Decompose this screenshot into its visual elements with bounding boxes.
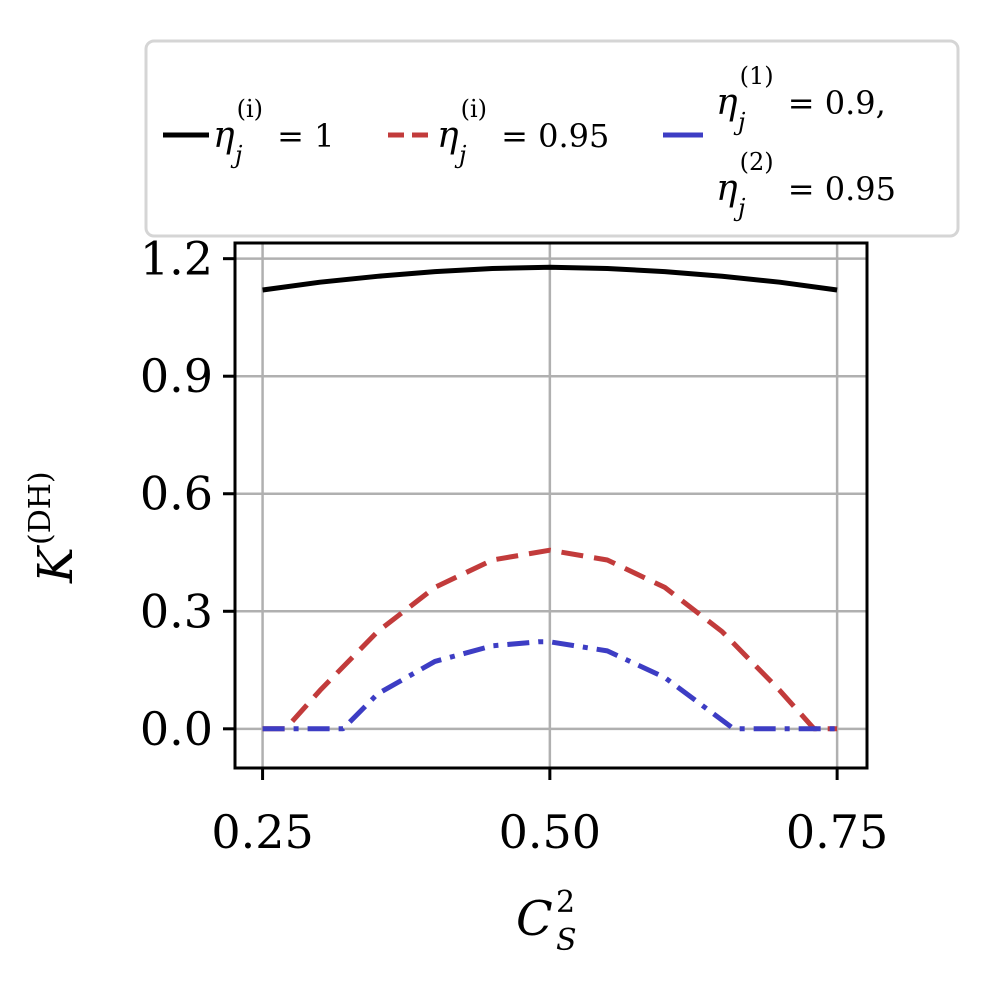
grid-lines [235, 243, 867, 768]
legend-label-2-0: η(1) = 0.9, [716, 62, 886, 123]
x-tick-label-0: 0.25 [211, 805, 313, 859]
axis-ticks: 0.25 0.50 0.75 0.0 0.3 0.6 0.9 1.2 [140, 232, 888, 859]
axis-labels: C 2S K(DH) [23, 471, 577, 958]
series-line-1 [262, 547, 838, 732]
series-line-2 [262, 639, 838, 732]
legend-label-2-1: η(2) = 0.95 [716, 148, 896, 209]
x-tick-label-2: 0.75 [786, 805, 888, 859]
x-axis-label-base: C [516, 891, 553, 947]
legend-label-0-0: η(i) = 1 [213, 95, 335, 156]
legend-label-1-0: η(i) = 0.95 [437, 95, 609, 156]
series-lines [262, 264, 838, 732]
y-axis-label-base: K [28, 544, 84, 584]
x-axis-label-sub: S [556, 923, 577, 958]
y-tick-label-0: 0.0 [140, 702, 213, 756]
legend-box [144, 39, 960, 238]
y-axis-label-sup: (DH) [23, 471, 58, 545]
x-axis-label: C 2S [516, 885, 577, 958]
series-line-0 [262, 264, 838, 293]
x-axis-label-sup: 2 [556, 885, 575, 920]
y-tick-label-4: 1.2 [140, 232, 213, 286]
x-tick-label-1: 0.50 [499, 805, 601, 859]
y-axis-label: K(DH) [23, 471, 84, 584]
y-tick-label-2: 0.6 [140, 467, 213, 521]
y-tick-label-3: 0.9 [140, 349, 213, 403]
y-tick-label-1: 0.3 [140, 584, 213, 638]
